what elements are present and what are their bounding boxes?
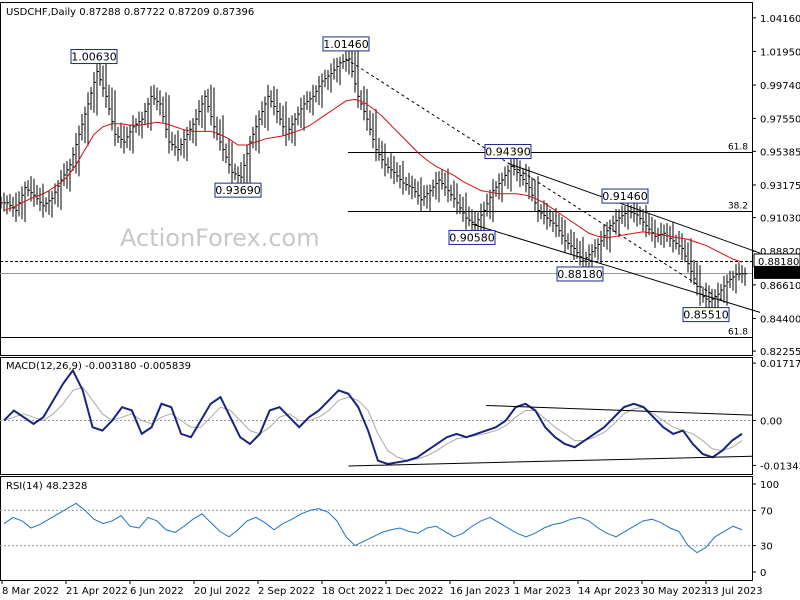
x-tick-label: 30 May 2023 <box>642 586 707 597</box>
macd-y-tick-label: -0.013437 <box>760 461 800 472</box>
current-price-tag <box>754 265 800 279</box>
y-tick-label: 0.97550 <box>760 114 800 125</box>
fib-level-label: 61.8 <box>728 328 748 338</box>
macd-signal-line <box>3 386 743 462</box>
macd-trendline-upper <box>486 404 753 416</box>
x-tick-label: 2 Sep 2022 <box>258 586 315 597</box>
x-tick-label: 21 Apr 2022 <box>66 586 128 597</box>
moving-average-line <box>3 98 743 263</box>
y-tick-label: 0.88820 <box>760 247 800 258</box>
y-tick-label: 0.86610 <box>760 281 800 292</box>
x-tick-label: 16 Jan 2023 <box>450 586 510 597</box>
rsi-y-tick-label: 30 <box>760 542 773 553</box>
y-tick-label: 0.91030 <box>760 214 800 225</box>
rsi-line <box>3 502 743 554</box>
y-tick-label: 0.82255 <box>760 347 800 358</box>
y-tick-label: 0.84400 <box>760 314 800 325</box>
annotation-box <box>556 266 604 282</box>
fib-level-label: 38.2 <box>728 202 748 212</box>
annotation-box <box>322 36 370 52</box>
x-tick-label: 8 Mar 2022 <box>2 586 59 597</box>
y-tick-label: 1.04160 <box>760 14 800 25</box>
y-tick-label: 0.99740 <box>760 81 800 92</box>
rsi-header: RSI(14) 48.2328 <box>6 481 87 492</box>
axes: 1.04160 1.01950 0.99740 0.97550 0.95385 0.931… <box>1 14 800 597</box>
macd-trendline-lower <box>348 455 753 467</box>
x-tick-label: 13 Jul 2023 <box>706 586 763 597</box>
annotation-box <box>70 49 118 65</box>
watermark: ActionForex.com <box>120 224 320 252</box>
annotation-label: 0.91460 <box>602 190 648 203</box>
y-tick-label: 1.01950 <box>760 47 800 58</box>
macd-line <box>3 368 743 465</box>
x-tick-label: 1 Dec 2022 <box>386 586 444 597</box>
rsi-y-tick-label: 100 <box>760 480 779 491</box>
y-tick-label: 0.93175 <box>760 181 800 192</box>
x-tick-label: 6 Jun 2022 <box>130 586 184 597</box>
annotation-box <box>484 143 532 159</box>
annotation-label: 1.01460 <box>323 38 369 51</box>
annotation-label: 0.93690 <box>215 184 261 197</box>
price-header: USDCHF,Daily 0.87288 0.87722 0.87209 0.8… <box>6 7 254 18</box>
annotation-box <box>601 188 649 204</box>
annotation-label: 0.85510 <box>683 309 729 322</box>
x-tick-label: 1 Mar 2023 <box>514 586 571 597</box>
level-price-label: 0.88180 <box>758 257 799 268</box>
annotation-box <box>448 229 496 245</box>
x-tick-label: 20 Jul 2022 <box>194 586 251 597</box>
annotation-label: 0.90580 <box>449 231 495 244</box>
price-panel: ActionForex.com 61.8 38.2 61.8 1.00630 1.0146… <box>0 7 761 338</box>
current-price-label: 0.87396 <box>758 269 799 280</box>
x-tick-label: 18 Oct 2022 <box>322 586 384 597</box>
rsi-frame <box>0 476 753 581</box>
annotation-box <box>682 307 730 323</box>
y-tick-label: 0.95385 <box>760 147 800 158</box>
x-tick-label: 14 Apr 2023 <box>578 586 640 597</box>
macd-y-tick-label: 0.00 <box>760 417 782 428</box>
macd-panel: MACD(12,26,9) -0.003180 -0.005839 <box>0 361 753 467</box>
chart-background <box>0 2 753 581</box>
annotation-label: 0.88180 <box>557 268 603 281</box>
rsi-y-tick-label: 0 <box>760 568 766 579</box>
annotation-box <box>214 182 262 198</box>
price-frame <box>0 2 753 356</box>
rsi-y-tick-label: 70 <box>760 506 773 517</box>
annotation-label: 1.00630 <box>71 51 117 64</box>
macd-y-tick-label: 0.017176 <box>760 359 800 370</box>
fib-level-label: 61.8 <box>728 143 748 153</box>
macd-header: MACD(12,26,9) -0.003180 -0.005839 <box>6 361 191 372</box>
rsi-panel: RSI(14) 48.2328 <box>0 481 752 554</box>
annotation-label: 0.94390 <box>485 145 531 158</box>
